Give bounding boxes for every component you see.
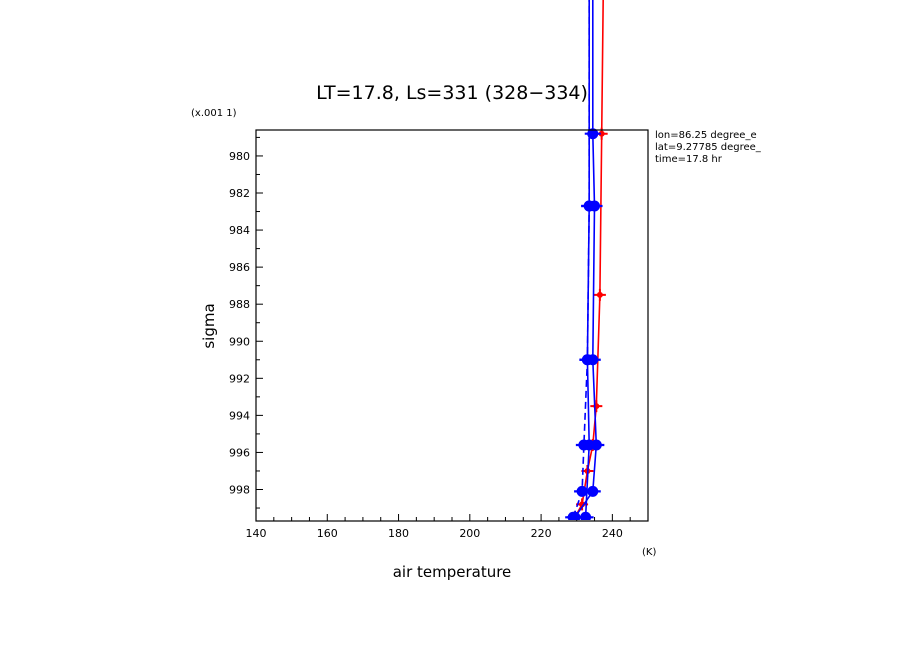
x-tick-label: 180 bbox=[388, 527, 409, 540]
y-tick-label: 994 bbox=[229, 409, 250, 422]
series-line bbox=[572, 0, 591, 518]
y-scale-note: (x.001 1) bbox=[191, 108, 237, 119]
x-unit-label: (K) bbox=[642, 547, 656, 558]
y-tick-label: 984 bbox=[229, 224, 250, 237]
series-group bbox=[565, 0, 608, 520]
x-tick-label: 160 bbox=[317, 527, 338, 540]
y-tick-label: 996 bbox=[229, 446, 250, 459]
axis-ticks: 140 160 180 200 220 240 980 982 984 986 988 990 992 9… bbox=[229, 136, 649, 540]
y-tick-label: 990 bbox=[229, 335, 250, 348]
y-tick-label: 988 bbox=[229, 298, 250, 311]
x-tick-label: 200 bbox=[459, 527, 480, 540]
chart-title: LT=17.8, Ls=331 (328−334) bbox=[316, 82, 588, 104]
annotation-line: time=17.8 hr bbox=[655, 154, 723, 165]
series-marker-center bbox=[596, 291, 603, 298]
x-tick-label: 140 bbox=[246, 527, 267, 540]
annotation-line: lon=86.25 degree_e bbox=[655, 130, 757, 141]
annotation-line: lat=9.27785 degree_ bbox=[655, 142, 762, 153]
series-marker-center bbox=[598, 130, 605, 137]
x-tick-label: 240 bbox=[602, 527, 623, 540]
y-tick-label: 982 bbox=[229, 187, 250, 200]
x-axis-label: air temperature bbox=[393, 563, 512, 581]
x-tick-label: 220 bbox=[531, 527, 552, 540]
y-tick-label: 998 bbox=[229, 483, 250, 496]
plot-frame bbox=[255, 129, 649, 522]
y-tick-label: 986 bbox=[229, 261, 250, 274]
y-tick-label: 992 bbox=[229, 372, 250, 385]
y-axis-label: sigma bbox=[200, 303, 218, 348]
y-tick-label: 980 bbox=[229, 150, 250, 163]
